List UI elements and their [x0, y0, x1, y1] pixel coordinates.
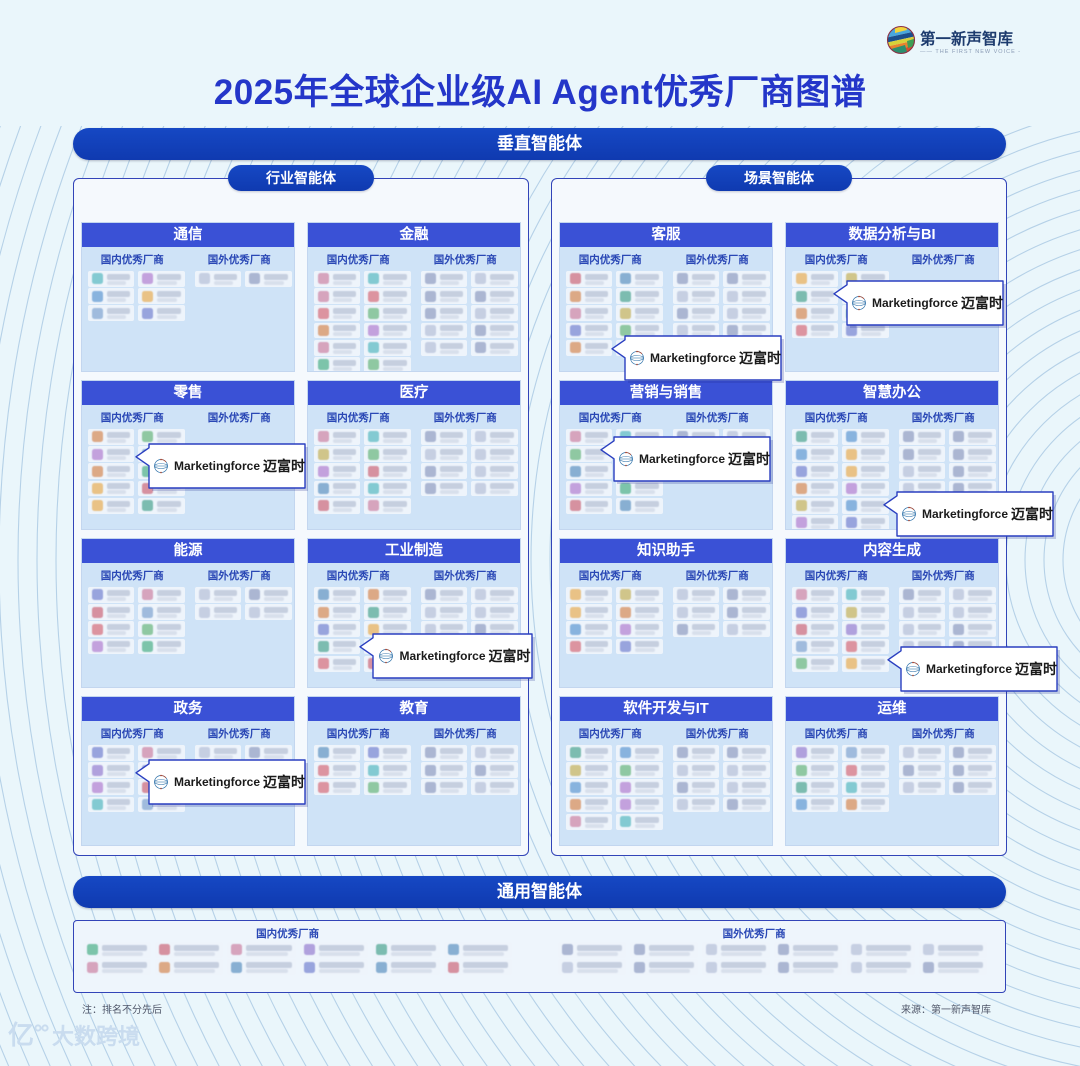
svg-text:—— THE FIRST NEW VOICE ——: —— THE FIRST NEW VOICE —— — [920, 49, 1020, 55]
svg-text:大数跨境: 大数跨境 — [52, 1024, 140, 1049]
svg-text:亿: 亿 — [8, 1020, 34, 1050]
svg-text:第一新声智库: 第一新声智库 — [920, 29, 1014, 48]
